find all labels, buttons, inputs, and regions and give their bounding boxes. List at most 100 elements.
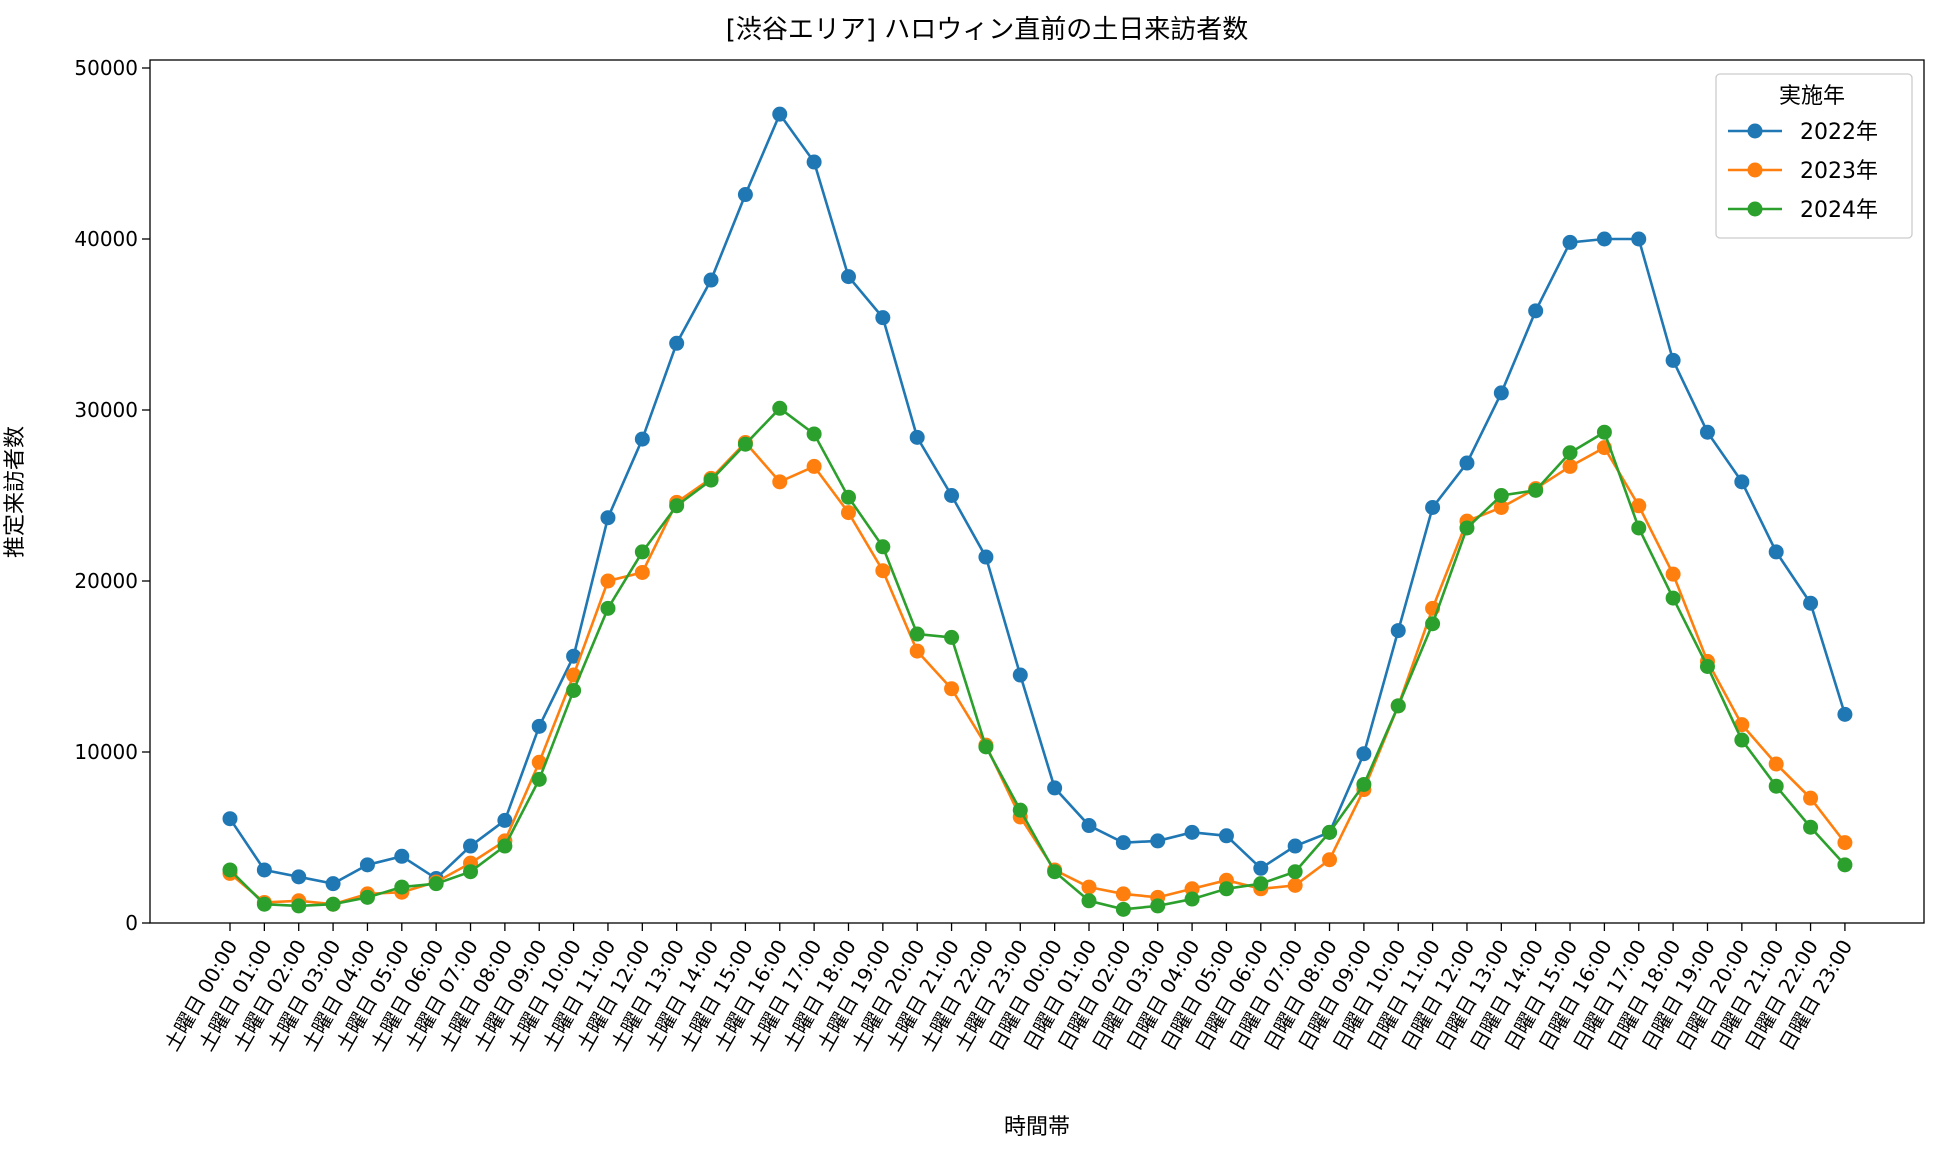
y-axis: 0 10000 20000 30000 40000 50000 (74, 56, 150, 935)
data-point (1184, 891, 1200, 907)
data-point (600, 510, 616, 526)
data-point (531, 754, 547, 770)
data-point (1253, 860, 1269, 876)
data-point (944, 681, 960, 697)
data-point (359, 857, 375, 873)
data-point (1081, 879, 1097, 895)
data-point (1699, 424, 1715, 440)
data-point (1184, 881, 1200, 897)
data-point (1768, 756, 1784, 772)
data-point (1631, 231, 1647, 247)
data-point (497, 838, 513, 854)
data-point (1493, 499, 1509, 515)
legend-box (1715, 73, 1913, 239)
y-tick-label: 30000 (74, 398, 138, 422)
y-tick-label: 10000 (74, 740, 138, 764)
data-point (1699, 659, 1715, 674)
legend-marker (1747, 123, 1763, 139)
data-point (1012, 667, 1028, 683)
data-point (978, 739, 994, 755)
data-point (325, 896, 341, 912)
data-point (566, 682, 582, 698)
data-point (634, 431, 650, 447)
data-point (806, 426, 822, 442)
data-point (1047, 780, 1063, 796)
data-point (703, 272, 719, 288)
data-point (394, 879, 410, 895)
y-tick-label: 0 (125, 911, 138, 935)
data-point (291, 869, 307, 885)
data-point (1734, 732, 1750, 748)
data-point (497, 812, 513, 828)
data-point (1150, 833, 1166, 849)
data-point (1287, 877, 1303, 893)
legend: 実施年 2022年 2023年 2024年 (1715, 73, 1913, 239)
data-point (222, 862, 238, 878)
data-point (1768, 778, 1784, 794)
data-point (737, 187, 753, 203)
data-point (840, 269, 856, 285)
data-point (1734, 474, 1750, 490)
series-line (229, 406, 1846, 911)
data-point (1631, 520, 1647, 536)
data-point (806, 458, 822, 474)
data-point (394, 848, 410, 864)
data-point (909, 626, 925, 642)
legend-entry-label: 2024年 (1800, 198, 1878, 223)
data-point (1803, 595, 1819, 611)
data-point (909, 643, 925, 659)
data-point (1322, 824, 1338, 840)
data-point (1562, 458, 1578, 474)
data-point (634, 564, 650, 580)
legend-entry-label: 2023年 (1800, 159, 1878, 184)
chart-title: [渋谷エリア] ハロウィン直前の土日来訪者数 (726, 15, 1249, 45)
data-point (703, 472, 719, 488)
data-point (1081, 893, 1097, 909)
data-point (463, 838, 479, 854)
data-point (256, 896, 272, 912)
data-point (1665, 566, 1681, 582)
data-point (1150, 898, 1166, 914)
data-point (1459, 455, 1475, 471)
data-point (1837, 835, 1853, 851)
data-point (1356, 776, 1372, 792)
data-point (463, 864, 479, 880)
data-point (944, 488, 960, 503)
data-point (1493, 385, 1509, 401)
data-point (1184, 824, 1200, 840)
data-point (600, 573, 616, 589)
y-axis-label: 推定来訪者数 (3, 426, 28, 558)
data-point (531, 718, 547, 734)
data-point (669, 335, 685, 351)
data-point (1562, 234, 1578, 250)
legend-marker (1747, 162, 1763, 178)
series-2024年 (222, 400, 1853, 917)
data-point (291, 898, 307, 914)
data-point (1253, 876, 1269, 892)
series-line (228, 111, 1847, 886)
legend-marker (1747, 201, 1763, 217)
data-point (1287, 838, 1303, 854)
data-point (806, 154, 822, 170)
data-point (1047, 864, 1063, 880)
data-point (737, 436, 753, 452)
data-point (1390, 698, 1406, 714)
data-point (1596, 424, 1612, 440)
data-point (1837, 857, 1853, 873)
y-tick-label: 40000 (74, 227, 138, 251)
data-point (1356, 746, 1372, 762)
data-point (1493, 488, 1509, 503)
data-point (1218, 828, 1234, 844)
data-point (944, 629, 960, 645)
plot-area-frame (149, 59, 1925, 924)
data-point (1665, 590, 1681, 606)
data-point (1596, 231, 1612, 247)
data-point (566, 648, 582, 664)
data-point (1115, 886, 1131, 902)
x-axis-label: 時間帯 (1004, 1115, 1070, 1140)
data-point (428, 876, 444, 892)
data-point (875, 563, 891, 579)
data-point (840, 505, 856, 521)
data-point (1562, 445, 1578, 461)
